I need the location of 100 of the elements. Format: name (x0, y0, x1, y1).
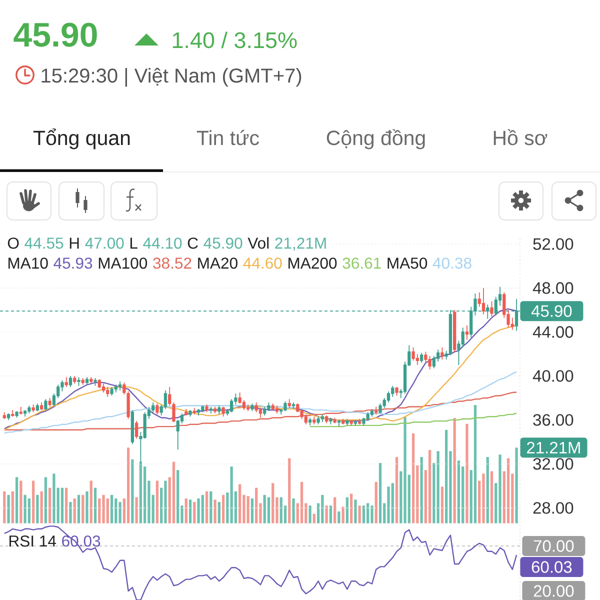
annotation: 40.38 (432, 258, 472, 269)
bar (131, 459, 134, 524)
candlestick (218, 405, 221, 415)
text: 21.21M (527, 442, 580, 454)
bar (292, 498, 295, 524)
bar (82, 494, 84, 524)
bar (404, 416, 406, 524)
annotation: O (8, 238, 19, 249)
bar (263, 494, 266, 524)
candlestick (114, 384, 118, 393)
bar (69, 502, 72, 524)
bar (15, 477, 18, 524)
bar (486, 457, 489, 524)
candlestick (333, 417, 336, 424)
candlestick (288, 398, 291, 408)
annotation: MA20 (198, 258, 238, 269)
annotation: MA200 (288, 258, 337, 269)
annotation: Vol (248, 237, 269, 249)
candlestick (209, 406, 212, 414)
annotation: 36.61 (342, 258, 381, 269)
candlestick (19, 406, 22, 415)
candlestick (320, 414, 324, 423)
bar (218, 502, 220, 524)
bar (184, 498, 188, 524)
bar (354, 500, 357, 524)
candlestick (23, 410, 27, 418)
candlestick (68, 376, 72, 388)
bar (52, 474, 56, 524)
candlestick (213, 406, 217, 414)
bar (126, 448, 130, 524)
candlestick (2, 412, 6, 420)
candlestick (36, 403, 40, 412)
bar (86, 491, 88, 524)
bar (482, 474, 485, 524)
y-tick-label: 48.00 (532, 282, 574, 294)
candlestick (32, 404, 35, 413)
annotation: 45.93 (54, 258, 92, 269)
bar (506, 458, 510, 524)
bar (272, 483, 274, 524)
bar (98, 498, 101, 524)
bar (387, 486, 390, 524)
bar (466, 424, 468, 524)
bar (391, 483, 394, 524)
annotation: H (70, 238, 79, 249)
candlestick (350, 420, 353, 426)
candlestick (275, 405, 279, 414)
bar (230, 466, 233, 524)
bar (44, 477, 48, 524)
candlestick (90, 376, 93, 384)
annotation: MA50 (388, 258, 428, 269)
bar (20, 480, 22, 524)
candlestick (85, 376, 89, 386)
candlestick (412, 346, 415, 362)
candlestick (48, 398, 52, 408)
candlestick (465, 324, 469, 340)
data-label: 60.03 (532, 561, 572, 573)
bar (139, 462, 142, 524)
bar (214, 500, 216, 524)
text: 15:29:30 | Việt Nam (GMT+7) (42, 68, 302, 87)
bar (188, 500, 192, 524)
bar (201, 494, 204, 524)
candlestick (205, 404, 208, 413)
y-tick-label: 32.00 (533, 458, 574, 470)
bar (106, 498, 109, 524)
bar (205, 491, 208, 524)
bar (246, 496, 250, 524)
candlestick (337, 420, 341, 427)
bar (77, 494, 80, 524)
bar (90, 480, 92, 524)
annotation: 38.52 (153, 258, 192, 269)
y-tick-label: 40.00 (532, 370, 574, 382)
bar (11, 491, 14, 524)
candlestick (342, 418, 345, 425)
annotation: C (188, 238, 198, 249)
candlestick (428, 356, 432, 370)
candlestick (201, 405, 204, 413)
y-tick-label: 28.00 (533, 502, 574, 514)
candlestick (329, 417, 332, 425)
annotation: L (130, 238, 138, 249)
candlestick (110, 386, 114, 396)
annotation: 44.55 (24, 238, 64, 249)
bar (250, 498, 254, 524)
candlestick (94, 378, 97, 386)
text: 45.90 (14, 22, 97, 47)
bar (342, 506, 344, 524)
bar (312, 514, 316, 524)
bar (32, 480, 35, 524)
bar (370, 506, 374, 524)
candlestick (324, 415, 328, 424)
candlestick (40, 402, 44, 411)
candlestick (222, 406, 225, 418)
candlestick (482, 288, 486, 315)
bar (73, 498, 76, 524)
candlestick (420, 352, 424, 364)
annotation: 47.00 (85, 238, 124, 249)
candlestick (370, 408, 374, 418)
text: Cộng đồng (326, 129, 425, 150)
text: Tổng quan (33, 128, 130, 150)
bar (197, 498, 200, 524)
candlestick (284, 400, 287, 412)
